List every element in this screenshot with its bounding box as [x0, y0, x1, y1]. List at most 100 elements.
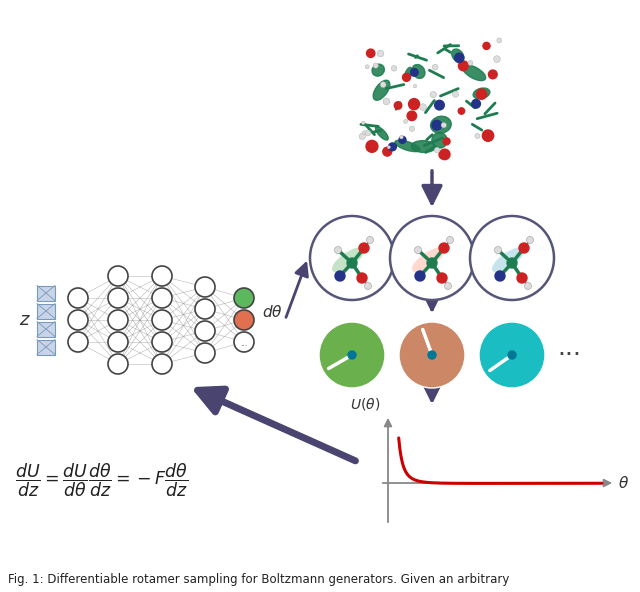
- Circle shape: [362, 131, 366, 135]
- Circle shape: [348, 351, 356, 359]
- Circle shape: [388, 143, 396, 151]
- Circle shape: [407, 111, 417, 121]
- Circle shape: [365, 65, 369, 69]
- Circle shape: [380, 82, 386, 88]
- Circle shape: [420, 104, 426, 111]
- Circle shape: [441, 123, 447, 128]
- Circle shape: [454, 53, 464, 63]
- Text: $d\theta$: $d\theta$: [262, 304, 283, 320]
- Circle shape: [435, 147, 440, 153]
- Circle shape: [310, 216, 394, 300]
- Circle shape: [476, 89, 486, 99]
- Circle shape: [152, 266, 172, 286]
- Circle shape: [68, 288, 88, 308]
- Circle shape: [399, 136, 406, 143]
- Circle shape: [452, 91, 459, 97]
- Ellipse shape: [372, 64, 385, 76]
- Ellipse shape: [431, 116, 451, 133]
- Circle shape: [347, 258, 357, 268]
- Ellipse shape: [463, 65, 486, 81]
- Circle shape: [439, 151, 447, 159]
- Circle shape: [410, 69, 418, 76]
- Ellipse shape: [412, 65, 425, 78]
- Ellipse shape: [373, 81, 390, 100]
- Ellipse shape: [473, 88, 490, 99]
- Circle shape: [415, 246, 422, 253]
- Text: ...: ...: [241, 339, 248, 348]
- Circle shape: [383, 147, 392, 156]
- Circle shape: [399, 322, 465, 388]
- Circle shape: [394, 102, 402, 109]
- Circle shape: [493, 56, 500, 63]
- Circle shape: [367, 236, 374, 243]
- Circle shape: [432, 120, 442, 130]
- Circle shape: [377, 50, 384, 57]
- Circle shape: [445, 282, 451, 289]
- Circle shape: [439, 243, 449, 253]
- Circle shape: [432, 64, 438, 70]
- Circle shape: [234, 310, 254, 330]
- Ellipse shape: [452, 49, 464, 62]
- Circle shape: [367, 49, 375, 57]
- Circle shape: [68, 310, 88, 330]
- Circle shape: [525, 282, 531, 289]
- Circle shape: [195, 299, 215, 319]
- Circle shape: [437, 273, 447, 283]
- Circle shape: [458, 61, 468, 70]
- Ellipse shape: [492, 247, 524, 272]
- Circle shape: [366, 140, 378, 152]
- Circle shape: [152, 354, 172, 374]
- Circle shape: [108, 332, 128, 352]
- Circle shape: [507, 258, 517, 268]
- Circle shape: [387, 146, 390, 149]
- Circle shape: [362, 121, 365, 124]
- Text: $U(\theta)$: $U(\theta)$: [349, 396, 380, 412]
- Circle shape: [458, 108, 465, 114]
- Circle shape: [68, 332, 88, 352]
- Ellipse shape: [332, 247, 364, 272]
- Circle shape: [440, 149, 450, 160]
- Circle shape: [479, 322, 545, 388]
- Ellipse shape: [376, 127, 388, 140]
- Circle shape: [359, 243, 369, 253]
- Circle shape: [404, 120, 408, 123]
- Circle shape: [415, 271, 425, 281]
- Ellipse shape: [412, 141, 435, 153]
- Circle shape: [365, 282, 371, 289]
- Circle shape: [108, 288, 128, 308]
- Circle shape: [430, 91, 436, 98]
- Circle shape: [410, 126, 415, 131]
- Circle shape: [108, 310, 128, 330]
- Circle shape: [390, 216, 474, 300]
- Ellipse shape: [395, 140, 420, 152]
- Text: $\theta$: $\theta$: [618, 475, 629, 491]
- Circle shape: [527, 236, 534, 243]
- FancyBboxPatch shape: [37, 321, 55, 336]
- Circle shape: [427, 258, 437, 268]
- Circle shape: [195, 277, 215, 297]
- Text: $\dfrac{dU}{dz} = \dfrac{dU}{d\theta}\dfrac{d\theta}{dz} = -F\dfrac{d\theta}{dz}: $\dfrac{dU}{dz} = \dfrac{dU}{d\theta}\df…: [15, 461, 188, 498]
- Circle shape: [447, 236, 454, 243]
- Circle shape: [470, 216, 554, 300]
- Circle shape: [319, 322, 385, 388]
- Circle shape: [335, 246, 342, 253]
- Circle shape: [413, 84, 417, 88]
- Circle shape: [108, 266, 128, 286]
- Text: Fig. 1: Differentiable rotamer sampling for Boltzmann generators. Given an arbit: Fig. 1: Differentiable rotamer sampling …: [8, 574, 509, 587]
- Circle shape: [234, 332, 254, 352]
- Circle shape: [488, 70, 497, 79]
- Circle shape: [359, 133, 365, 140]
- Circle shape: [517, 273, 527, 283]
- Circle shape: [234, 288, 254, 308]
- Circle shape: [152, 332, 172, 352]
- Circle shape: [152, 310, 172, 330]
- FancyBboxPatch shape: [37, 285, 55, 301]
- Ellipse shape: [412, 247, 444, 272]
- Circle shape: [391, 66, 397, 71]
- Circle shape: [519, 243, 529, 253]
- Circle shape: [443, 138, 450, 145]
- Circle shape: [357, 273, 367, 283]
- Circle shape: [483, 43, 490, 50]
- Text: $z$: $z$: [19, 311, 31, 329]
- Circle shape: [497, 38, 502, 43]
